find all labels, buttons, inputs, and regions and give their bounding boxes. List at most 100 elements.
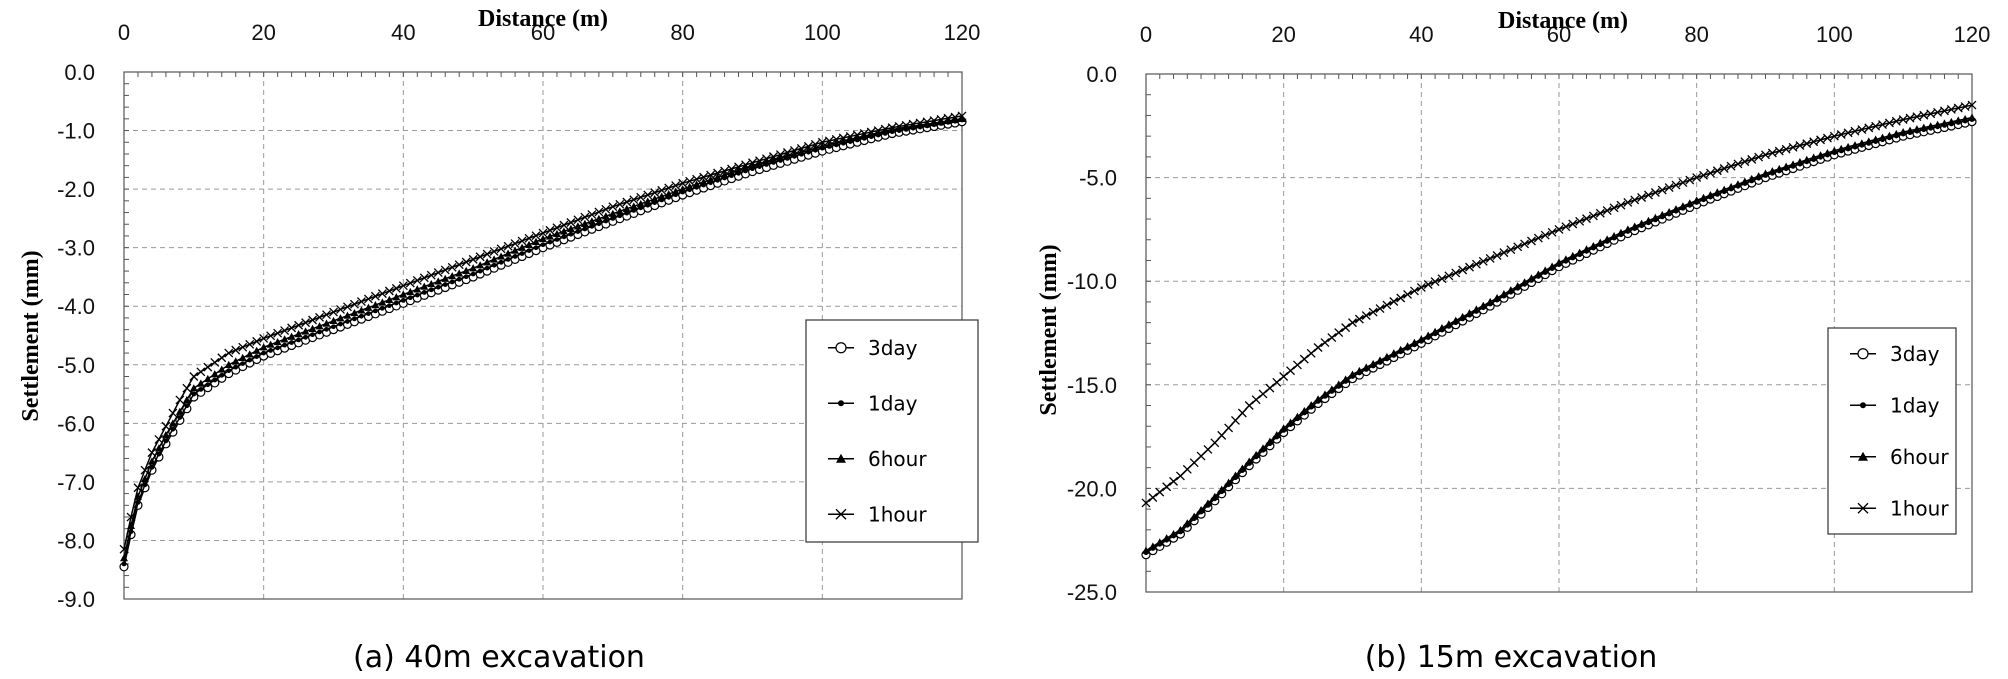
data-point-6hour [636,199,645,208]
data-point-1hour [419,273,429,283]
data-point-1day [184,403,190,409]
data-point-6hour [1148,542,1157,550]
data-point-6hour [287,332,296,340]
data-point-6hour [657,192,666,200]
data-point-1hour [1767,148,1777,158]
data-point-1hour [1568,219,1578,229]
data-point-1hour [643,190,653,200]
data-point-1hour [1299,354,1309,364]
data-point-1hour [615,199,625,209]
data-point-1day [156,451,162,457]
data-point-6hour [1768,167,1777,175]
data-point-6hour [1678,202,1687,210]
data-point-1hour [475,252,485,262]
data-point-1hour [1334,328,1344,338]
data-point-6hour [1493,293,1502,302]
data-point-1day [435,284,441,290]
grid-lines [124,72,962,599]
data-point-6hour [1389,349,1398,357]
data-point-6hour [1713,188,1722,196]
data-point-1hour [1843,128,1853,138]
data-point-1hour [1602,206,1612,216]
data-point-6hour [1864,137,1873,145]
data-point-6hour [958,114,966,123]
data-point-1day [275,345,281,351]
data-point-6hour [713,173,722,181]
legend-label-6hour: 6hour [868,447,927,471]
data-point-1hour [552,223,562,233]
data-point-1hour [356,297,366,306]
data-point-6hour [1823,148,1832,157]
data-point-6hour [699,178,708,186]
data-point-1day [575,229,581,234]
x-tick-label: 120 [1954,22,1991,47]
data-point-1hour [1306,348,1316,358]
data-point-6hour [1871,135,1880,143]
data-point-6hour [650,194,659,203]
data-point-1hour [398,281,408,291]
data-point-1hour [1685,175,1695,185]
series-1hour [1141,100,1977,508]
data-point-1hour [538,228,548,238]
data-point-6hour [161,431,170,439]
data-point-6hour [1169,529,1178,538]
data-point-6hour [1589,241,1598,250]
data-point-6hour [1651,213,1660,221]
data-point-6hour [357,306,366,314]
data-point-1hour [343,302,352,312]
data-point-6hour [1307,401,1316,409]
y-tick-label: -3.0 [57,236,95,261]
data-point-1hour [1189,458,1199,468]
data-point-1hour [322,310,331,320]
data-point-1day [170,426,176,432]
data-point-6hour [1534,270,1543,278]
data-point-1day [596,221,602,227]
data-point-1hour [706,170,716,180]
data-point-1hour [1933,107,1943,117]
data-point-6hour [231,357,240,365]
data-point-6hour [1561,255,1570,263]
data-point-6hour [755,159,764,167]
data-point-6hour [1940,119,1949,127]
data-point-1hour [671,181,681,191]
data-point-6hour [294,330,303,338]
data-point-6hour [1334,380,1343,388]
data-point-1hour [1313,343,1323,352]
data-point-6hour [615,207,624,215]
data-point-1hour [1292,360,1302,370]
data-point-1day [219,372,225,378]
data-point-6hour [196,379,205,387]
data-point-1hour [1884,118,1894,128]
data-point-6hour [336,314,345,322]
legend-marker-6hour [836,453,846,463]
y-tick-label: 0.0 [1086,62,1117,87]
data-point-6hour [853,133,862,142]
data-point-1hour [1375,304,1385,314]
data-point-6hour [1458,312,1467,321]
data-point-6hour [252,346,261,354]
data-point-6hour [1155,538,1164,546]
data-point-6hour [154,444,163,452]
data-point-1hour [866,127,876,137]
data-point-6hour [210,370,219,378]
data-point-1hour [1829,131,1839,141]
data-point-1hour [1788,142,1798,152]
data-point-1hour [308,315,318,325]
data-point-6hour [1513,282,1522,290]
data-point-6hour [1362,363,1371,371]
legend-marker-3day [835,342,847,354]
data-point-6hour [1417,335,1426,343]
data-point-1hour [845,131,855,141]
data-point-6hour [532,237,541,246]
data-point-6hour [860,132,869,140]
data-point-6hour [1954,116,1963,124]
data-point-1hour [1540,230,1550,240]
data-point-6hour [238,353,247,361]
series-group [1141,100,1977,560]
data-point-6hour [1527,274,1536,282]
data-point-1hour [678,178,688,188]
series-6hour [120,114,966,562]
data-point-6hour [427,279,436,288]
data-point-6hour [462,266,471,274]
data-point-6hour [1272,430,1281,439]
